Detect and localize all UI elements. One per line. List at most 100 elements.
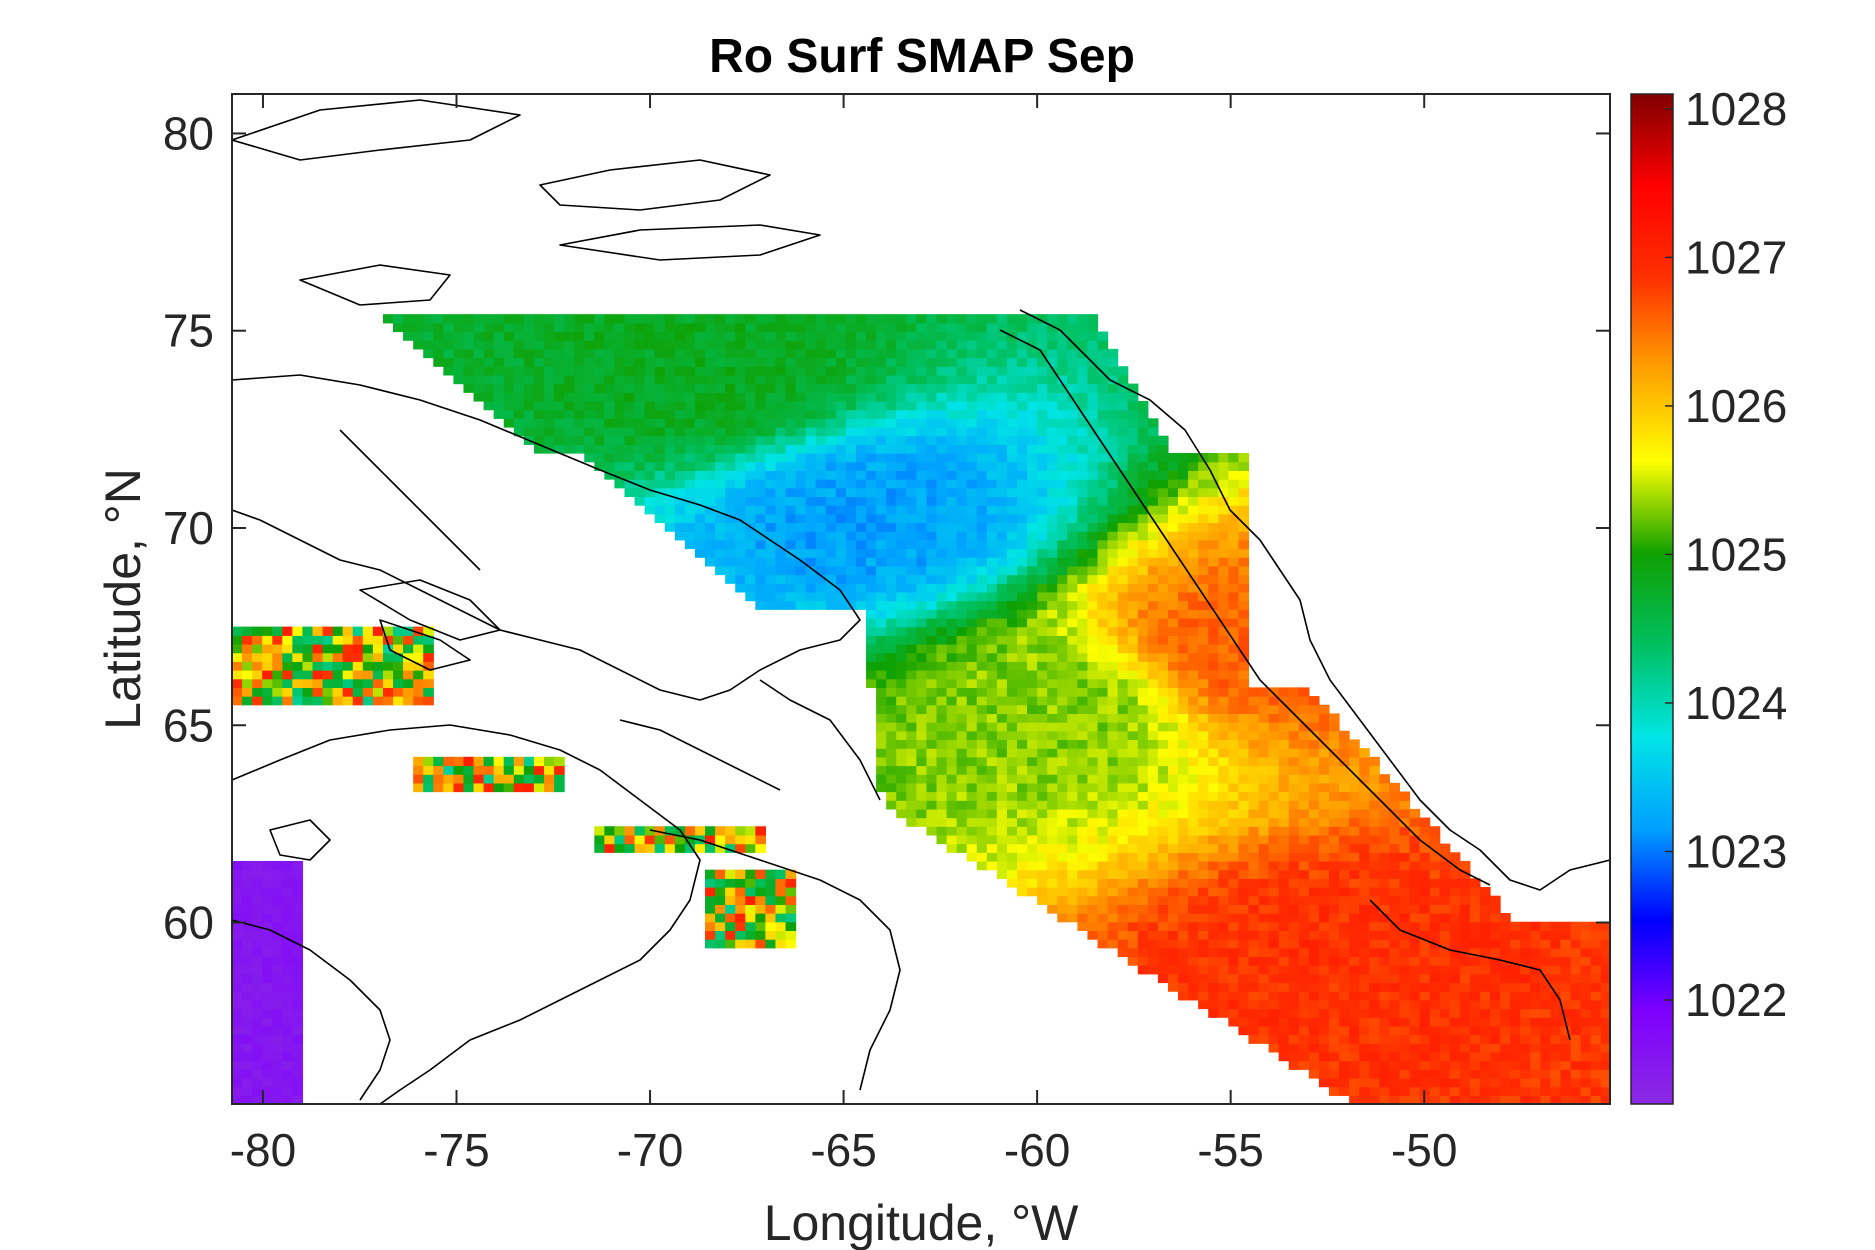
heatmap-cell (1258, 748, 1270, 758)
heatmap-cell (1157, 626, 1169, 636)
heatmap-cell (1379, 852, 1390, 862)
heatmap-cell (1328, 765, 1340, 775)
heatmap-cell (735, 843, 746, 853)
heatmap-cell (986, 756, 998, 767)
heatmap-cell (785, 340, 797, 350)
heatmap-cell (1208, 826, 1219, 836)
heatmap-cell (1379, 999, 1390, 1010)
heatmap-cell (845, 444, 857, 454)
heatmap-cell (584, 409, 595, 419)
heatmap-cell (1429, 1043, 1441, 1053)
heatmap-cell (1228, 531, 1239, 541)
heatmap-cell (554, 383, 565, 393)
heatmap-cell (1057, 869, 1068, 879)
heatmap-cell (1027, 461, 1038, 471)
heatmap-cell (1027, 435, 1038, 445)
heatmap-cell (543, 383, 555, 393)
heatmap-cell (1278, 739, 1290, 749)
heatmap-cell (1439, 1017, 1451, 1027)
heatmap-cell (1208, 782, 1219, 793)
heatmap-cell (855, 418, 867, 428)
heatmap-cell (926, 383, 938, 393)
heatmap-cell (1359, 1025, 1370, 1036)
heatmap-cell (1127, 513, 1139, 524)
heatmap-cell (946, 531, 958, 541)
heatmap-cell (1037, 461, 1048, 471)
heatmap-cell (805, 348, 817, 359)
heatmap-cell (1399, 904, 1411, 914)
heatmap-cell (1127, 782, 1139, 793)
heatmap-cell (986, 444, 998, 454)
heatmap-cell (1288, 748, 1300, 758)
heatmap-cell (1198, 487, 1209, 498)
heatmap-cell (745, 887, 756, 897)
heatmap-cell (1248, 774, 1260, 784)
heatmap-cell (594, 383, 605, 393)
heatmap-cell (1006, 869, 1018, 879)
heatmap-cell (996, 461, 1008, 471)
heatmap-cell (1188, 748, 1199, 758)
heatmap-cell (1419, 1060, 1431, 1070)
heatmap-cell (1469, 930, 1481, 940)
heatmap-cell (815, 496, 827, 506)
heatmap-cell (1278, 1025, 1290, 1036)
heatmap-cell (715, 531, 726, 541)
heatmap-cell (1278, 800, 1290, 810)
heatmap-cell (664, 348, 676, 359)
heatmap-cell (674, 374, 686, 385)
heatmap-cell (1429, 1034, 1441, 1044)
heatmap-cell (1198, 921, 1209, 932)
heatmap-cell (1369, 1060, 1380, 1070)
heatmap-cell (252, 1043, 263, 1053)
heatmap-cell (835, 453, 847, 463)
heatmap-cell (1238, 999, 1250, 1010)
heatmap-cell (966, 635, 978, 645)
heatmap-cell (1017, 487, 1028, 498)
heatmap-cell (1379, 939, 1390, 949)
heatmap-cell (1600, 1095, 1610, 1104)
heatmap-cell (1218, 635, 1229, 645)
heatmap-cell (986, 730, 998, 741)
heatmap-cell (996, 583, 1008, 593)
density-field (232, 314, 1610, 1104)
heatmap-cell (654, 453, 666, 463)
heatmap-cell (1429, 947, 1441, 958)
heatmap-cell (1328, 887, 1340, 897)
heatmap-cell (664, 834, 676, 845)
heatmap-cell (725, 826, 736, 836)
heatmap-cell (1590, 965, 1602, 975)
heatmap-cell (1560, 1077, 1572, 1088)
heatmap-cell (322, 696, 334, 706)
heatmap-cell (1047, 704, 1058, 715)
heatmap-cell (986, 557, 998, 567)
heatmap-cell (896, 687, 907, 697)
heatmap-cell (896, 383, 907, 393)
heatmap-cell (886, 487, 897, 498)
heatmap-cell (1117, 696, 1129, 706)
heatmap-cell (1198, 999, 1209, 1010)
heatmap-cell (533, 383, 545, 393)
heatmap-cell (1560, 1025, 1572, 1036)
heatmap-cell (272, 887, 283, 897)
heatmap-cell (966, 600, 978, 610)
heatmap-cell (1439, 913, 1451, 923)
heatmap-cell (1157, 487, 1169, 498)
heatmap-cell (886, 557, 897, 567)
heatmap-cell (1117, 548, 1129, 558)
heatmap-cell (1349, 843, 1360, 853)
heatmap-cell (1349, 860, 1360, 871)
heatmap-cell (252, 696, 263, 706)
heatmap-cell (1318, 947, 1330, 958)
heatmap-cell (835, 340, 847, 350)
heatmap-cell (1469, 904, 1481, 914)
heatmap-cell (1117, 687, 1129, 697)
heatmap-cell (825, 531, 837, 541)
heatmap-cell (886, 739, 897, 749)
heatmap-cell (614, 348, 626, 359)
heatmap-cell (684, 392, 696, 402)
heatmap-cell (876, 774, 887, 784)
heatmap-cell (1117, 904, 1129, 914)
heatmap-cell (262, 678, 273, 688)
heatmap-cell (906, 643, 917, 654)
heatmap-cell (1218, 652, 1229, 662)
